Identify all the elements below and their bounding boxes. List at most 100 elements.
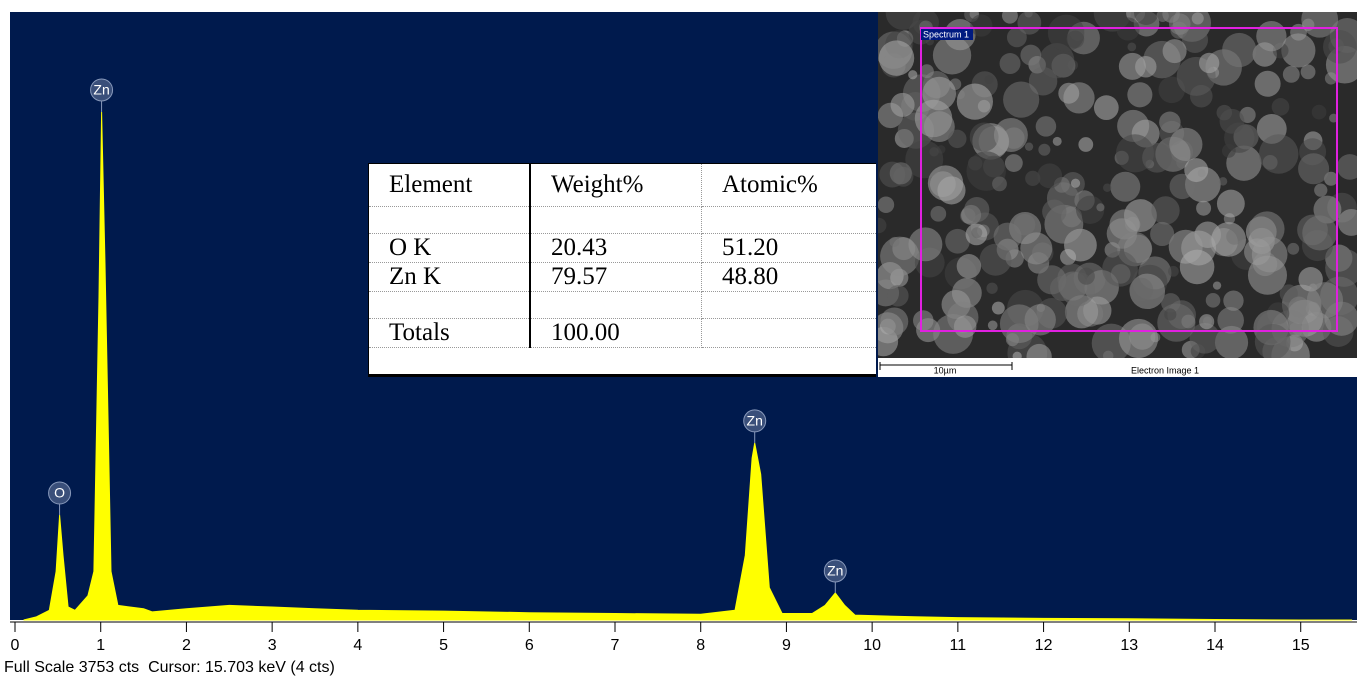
particle — [1000, 53, 1021, 74]
x-tick-label: 10 — [863, 637, 881, 654]
table-row: O K20.4351.20 — [369, 234, 876, 263]
particle — [1103, 184, 1111, 192]
particle — [1192, 12, 1204, 24]
composition-table: ElementWeight%Atomic% O K20.4351.20Zn K79… — [368, 163, 876, 377]
particle — [1255, 71, 1281, 97]
particle — [1181, 315, 1195, 329]
particle — [957, 254, 981, 278]
footer: Full Scale 3753 cts Cursor: 15.703 keV (… — [4, 659, 335, 676]
particle — [1164, 308, 1176, 320]
particle — [1259, 134, 1299, 174]
particle — [920, 64, 934, 78]
particle — [1298, 153, 1329, 184]
particle — [1199, 314, 1214, 329]
page: OZnZnZn Full Scale 3753 cts Cursor: 15.7… — [0, 0, 1357, 686]
particle — [1287, 243, 1299, 255]
particle — [1036, 116, 1057, 137]
particle — [1220, 109, 1245, 134]
peak-label: Zn — [93, 82, 109, 98]
particle — [1020, 232, 1052, 264]
x-tick-label: 0 — [11, 637, 20, 654]
particle — [1314, 183, 1327, 196]
particle — [928, 165, 963, 200]
particle — [957, 84, 993, 120]
particle — [1219, 177, 1227, 185]
particle — [1119, 319, 1158, 358]
particle — [1053, 137, 1062, 146]
particle — [970, 14, 992, 36]
x-tick-label: 3 — [268, 637, 277, 654]
particle — [992, 176, 1007, 191]
table-cell: Zn K — [369, 263, 530, 292]
particle — [1025, 142, 1033, 150]
particle — [1020, 45, 1041, 66]
x-tick-label: 11 — [950, 637, 967, 654]
particle — [1206, 293, 1221, 308]
particle — [1157, 10, 1169, 22]
table-cell — [369, 207, 530, 234]
x-tick-label: 12 — [1035, 637, 1053, 654]
table-cell: 100.00 — [530, 319, 702, 348]
table-cell — [702, 207, 877, 234]
particle — [1127, 82, 1152, 107]
particle — [1151, 196, 1179, 224]
particle — [891, 93, 915, 117]
particle — [887, 285, 909, 307]
particle — [1002, 8, 1018, 24]
particle — [1180, 250, 1215, 285]
particle — [986, 283, 997, 294]
table-cell — [702, 292, 877, 319]
particle — [1042, 200, 1066, 224]
particle — [948, 130, 966, 148]
particle — [1078, 268, 1095, 285]
particle — [964, 197, 989, 222]
particle — [1094, 95, 1119, 120]
particle — [985, 75, 994, 84]
particle — [1244, 238, 1271, 265]
particle — [1050, 276, 1075, 301]
particle — [1096, 203, 1104, 211]
particle — [1196, 201, 1211, 216]
particle — [1184, 158, 1208, 182]
table-cell: 20.43 — [530, 234, 702, 263]
particle — [1003, 82, 1039, 118]
table-row: Zn K79.5748.80 — [369, 263, 876, 292]
x-tick-label: 1 — [96, 637, 105, 654]
particle — [1272, 98, 1290, 116]
image-caption: Electron Image 1 — [1131, 365, 1199, 375]
particle — [890, 162, 912, 184]
particle — [1222, 33, 1256, 67]
particle — [930, 206, 946, 222]
particle — [908, 227, 942, 261]
table-cell: O K — [369, 234, 530, 263]
table-cell: Weight% — [530, 164, 702, 207]
particle — [1000, 304, 1039, 343]
table-row — [369, 207, 876, 234]
particle — [971, 227, 982, 238]
particle — [1071, 179, 1080, 188]
particle — [992, 302, 1005, 315]
x-tick-label: 5 — [439, 637, 448, 654]
particle — [1213, 281, 1221, 289]
x-tick-label: 4 — [353, 637, 362, 654]
particle — [878, 196, 895, 213]
particle — [1078, 137, 1093, 152]
particle — [1058, 83, 1079, 104]
table-cell: Totals — [369, 319, 530, 348]
particle — [1102, 251, 1138, 287]
particle — [1169, 128, 1202, 161]
particle — [1048, 15, 1085, 52]
x-tick-label: 2 — [182, 637, 191, 654]
particle — [1129, 278, 1153, 302]
x-tick-label: 14 — [1206, 637, 1224, 654]
table-cell — [369, 292, 530, 319]
table-cell — [702, 319, 877, 348]
particle — [922, 77, 956, 111]
particle — [1119, 53, 1146, 80]
particle — [1217, 307, 1244, 334]
table-cell: Atomic% — [702, 164, 877, 207]
x-tick-label: 13 — [1120, 637, 1138, 654]
particle — [954, 315, 977, 338]
